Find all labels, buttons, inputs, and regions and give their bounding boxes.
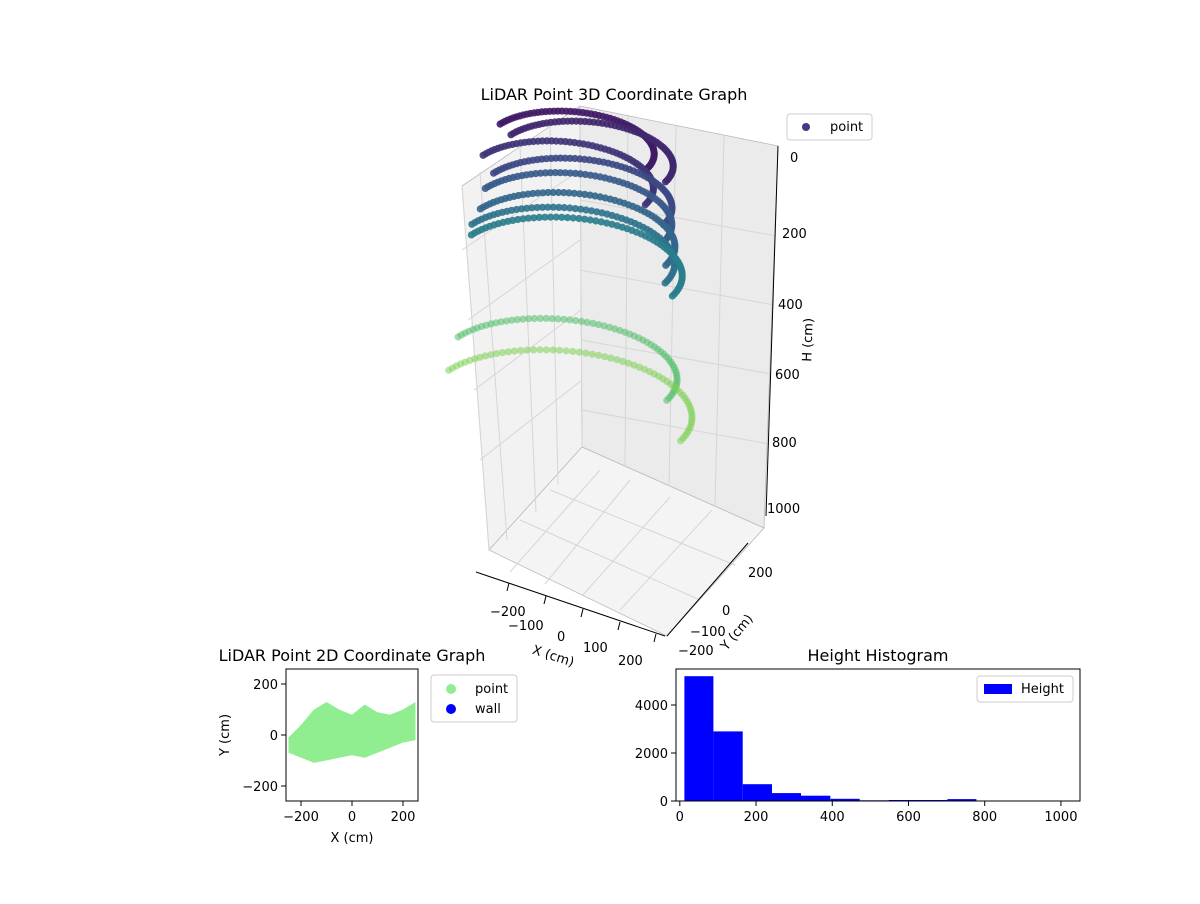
histogram-x-ticks: 0 200 400 600 800 1000 [676,801,1078,825]
x-ticks-2d: −200 0 200 [283,801,415,825]
histogram-title: Height Histogram [808,646,949,665]
point-blob-2d [289,702,416,763]
x-tick-label: −100 [508,619,544,634]
legend-histogram-swatch [984,684,1012,694]
x-tick-label-2d: 200 [391,810,416,825]
histogram-y-tick-label: 2000 [635,747,668,762]
legend-3d-label: point [830,120,863,135]
x-axis-label-3d: X (cm) [530,643,576,671]
legend-histogram-label: Height [1021,682,1064,697]
y-tick-label-2d: −200 [242,780,278,795]
histogram-x-tick-label: 200 [744,810,769,825]
z-tick-label: 200 [782,227,807,242]
x-tick-mark [544,596,546,604]
histogram-bar [801,796,830,801]
point-3d [569,348,576,355]
z-tick-label: 400 [778,298,803,313]
legend-2d-marker-wall [446,704,456,714]
x-tick-label-2d: −200 [283,810,319,825]
point-3d [445,367,452,374]
chart-3d-title: LiDAR Point 3D Coordinate Graph [481,85,748,104]
histogram-x-tick-label: 800 [972,810,997,825]
point-3d [524,347,531,354]
point-3d [468,221,475,228]
legend-2d-marker-point [446,684,456,694]
x-tick-label: 0 [557,630,565,645]
legend-2d: point wall [431,675,517,722]
histogram-bar [743,784,772,801]
histogram-bar [713,731,742,801]
point-3d [468,231,475,238]
x-tick-mark [581,609,583,617]
legend-2d-label-point: point [475,682,508,697]
histogram-x-tick-label: 600 [896,810,921,825]
point-3d [455,333,462,340]
y-tick-label: −100 [690,625,726,640]
point-3d [507,131,514,138]
x-tick-mark [654,634,656,642]
histogram-x-tick-label: 400 [820,810,845,825]
legend-3d-marker [802,123,810,131]
point-3d [589,351,596,358]
point-3d [530,346,537,353]
legend-2d-label-wall: wall [475,702,501,717]
histogram-y-ticks: 0 2000 4000 [635,699,676,810]
point-3d [536,346,543,353]
x-axis-label-2d: X (cm) [331,831,374,846]
histogram-x-tick-label: 1000 [1044,810,1077,825]
point-3d [601,353,608,360]
x-tick-label: −200 [490,605,526,620]
point-3d [595,352,602,359]
y-tick-label: 0 [722,604,730,619]
x-tick-label-2d: 0 [348,810,356,825]
z-tick-label: 0 [790,151,798,166]
y-tick-label-2d: 200 [253,678,278,693]
histogram-x-tick-label: 0 [676,810,684,825]
y-axis-label-2d: Y (cm) [218,714,233,757]
point-3d [482,185,489,192]
point-3d [563,347,570,354]
x-tick-label: 200 [618,654,643,669]
point-3d [550,346,557,353]
x-tick-mark [618,622,620,630]
z-axis-label-3d: H (cm) [800,318,817,362]
point-3d [480,152,487,159]
x-tick-mark [507,583,509,591]
histogram-y-tick-label: 4000 [635,699,668,714]
chart-histogram: Height Histogram 0 200 400 600 800 1000 0 2000… [635,646,1080,825]
z-tick-label: 1000 [767,502,800,517]
point-3d [511,348,518,355]
z-tick-label: 800 [772,436,797,451]
chart-2d-title: LiDAR Point 2D Coordinate Graph [219,646,486,665]
y-tick-label-2d: 0 [270,729,278,744]
point-3d [582,350,589,357]
legend-histogram: Height [977,676,1073,702]
point-3d [607,355,614,362]
histogram-bar [772,793,801,801]
point-3d [517,347,524,354]
point-3d [497,121,504,128]
point-3d [477,205,484,212]
chart-3d: LiDAR Point 3D Coordinate Graph −200 −10… [445,85,872,670]
point-3d [556,347,563,354]
x-tick-label: 100 [583,641,608,656]
y-tick-label: −200 [678,644,714,659]
point-3d [490,170,497,177]
point-3d [576,349,583,356]
chart-2d: LiDAR Point 2D Coordinate Graph −200 0 2… [218,646,517,846]
y-tick-label: 200 [748,566,773,581]
y-ticks-2d: 200 0 −200 [242,678,286,795]
histogram-bar [684,676,713,801]
point-3d [543,346,550,353]
z-tick-label: 600 [775,368,800,383]
legend-3d: point [787,114,872,140]
histogram-y-tick-label: 0 [660,795,668,810]
histogram-bars [684,676,1005,801]
